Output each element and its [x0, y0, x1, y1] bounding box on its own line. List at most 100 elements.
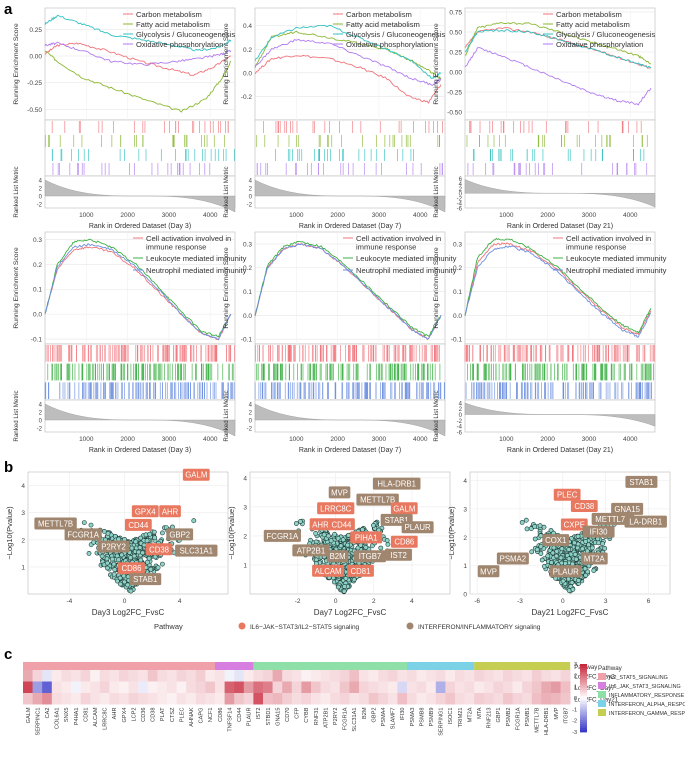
- heatmap-cell: [522, 670, 533, 682]
- data-point: [111, 571, 117, 577]
- heatmap-cell: [128, 670, 139, 682]
- gene-label: PLAUR: [405, 523, 431, 532]
- heatmap-cell: [272, 681, 283, 693]
- scale-tick-label: -3: [572, 730, 577, 736]
- data-point: [332, 531, 337, 537]
- gene-label-box: [175, 544, 218, 557]
- heatmap-cell: [551, 681, 561, 693]
- heatmap-cell: [263, 693, 273, 705]
- y-tick-label: 4: [243, 475, 247, 482]
- x-tick-label: 3000: [582, 212, 597, 219]
- x-tick-label: 3000: [162, 212, 177, 219]
- data-point: [105, 531, 111, 536]
- data-point: [359, 527, 365, 532]
- heatmap-cell: [176, 693, 187, 705]
- column-label: CYBB: [304, 707, 310, 723]
- gene-label: ALCAM: [315, 567, 342, 576]
- y-tick-label: 0.0: [243, 313, 252, 320]
- column-label: P4HA1: [74, 708, 80, 726]
- volcano-legend: Pathway IL6−JAK−STAT3/IL2−STAT5 signaling…: [154, 622, 541, 631]
- heatmap-cell: [493, 681, 504, 693]
- legend-label: immune response: [566, 243, 626, 252]
- y-tick-label: 0.2: [243, 47, 252, 54]
- heatmap-cell: [215, 670, 225, 682]
- scale-tick-label: 2: [574, 673, 577, 679]
- gene-label: PLEC: [557, 491, 578, 500]
- legend-swatch: [238, 622, 246, 630]
- heatmap-cell: [282, 693, 293, 705]
- data-point: [144, 538, 150, 544]
- data-point: [346, 532, 351, 538]
- legend-label: Fatty acid metabolism: [556, 20, 630, 29]
- x-tick-label: 2: [372, 598, 376, 605]
- heatmap-cell: [23, 693, 33, 705]
- legend-label: Cell activation involved in: [356, 234, 441, 243]
- gene-label-box: [166, 528, 194, 541]
- heatmap-cell: [167, 693, 177, 705]
- x-tick-label: 3000: [372, 436, 387, 443]
- heatmap-cell: [311, 681, 321, 693]
- data-point: [549, 560, 554, 565]
- x-axis-label: Rank in Ordered Dataset (Day 21): [507, 223, 613, 230]
- heatmap-cell: [253, 693, 264, 705]
- x-tick-label: 1000: [289, 436, 304, 443]
- data-point: [104, 556, 110, 562]
- es-line-3: [464, 29, 652, 69]
- volcano-panels: 1 2 3 4 -4 0 4 GALM GPX4 AHR METTL7B CD44 FCGR1A GBP2…: [5, 468, 671, 617]
- data-point: [523, 517, 529, 523]
- heatmap-cell: [512, 670, 523, 682]
- heatmap-cell: [205, 681, 216, 693]
- es-line-3: [44, 243, 232, 341]
- data-point: [519, 520, 525, 525]
- data-point: [86, 551, 92, 556]
- es-line-3: [464, 245, 652, 338]
- x-tick-label: 4000: [623, 212, 638, 219]
- metric-tick-label: 0: [39, 195, 43, 201]
- heatmap-cell: [493, 670, 504, 682]
- heatmap-cell: [224, 693, 235, 705]
- x-tick-label: 1000: [289, 212, 304, 219]
- gene-label: CD86: [121, 564, 141, 573]
- data-point: [148, 566, 154, 572]
- data-point: [147, 531, 153, 537]
- y-tick-label: -0.1: [241, 337, 253, 344]
- x-tick-label: 4000: [203, 212, 218, 219]
- heatmap-cell: [23, 681, 33, 693]
- heatmap-cell: [416, 670, 427, 682]
- heatmap-cell: [311, 693, 321, 705]
- legend-label: Leukocyte mediated immunity: [146, 254, 247, 263]
- column-label: ISOC1: [448, 708, 454, 725]
- y-tick-label: 0.2: [243, 265, 252, 272]
- x-axis-label: Rank in Ordered Dataset (Day 7): [299, 223, 401, 230]
- gene-label: SLC31A1: [180, 547, 213, 556]
- x-tick-label: 2000: [540, 212, 555, 219]
- ranked-metric-area: [44, 179, 236, 213]
- gene-label: P2RY2: [101, 543, 126, 552]
- data-point: [559, 546, 565, 552]
- heatmap-cell: [109, 693, 120, 705]
- column-label: ALCAM: [93, 707, 99, 727]
- gene-label: GBP2: [169, 530, 190, 539]
- metric-tick-label: 2: [39, 187, 43, 193]
- heatmap-cell: [71, 670, 81, 682]
- heatmap-cell: [253, 681, 264, 693]
- data-point: [335, 535, 341, 541]
- data-point: [341, 588, 347, 594]
- y-tick-label: 0.2: [453, 265, 462, 272]
- data-point: [532, 524, 537, 529]
- column-label: SLAMF7: [391, 708, 397, 730]
- metric-tick-label: 4: [459, 401, 463, 407]
- metric-tick-label: -2: [37, 203, 43, 209]
- x-tick-label: 2000: [120, 436, 135, 443]
- legend-label: Neutrophil mediated immunity: [356, 266, 457, 275]
- gene-label: GALM: [393, 504, 415, 513]
- data-point: [105, 565, 110, 571]
- y-tick-label: -0.1: [31, 337, 43, 344]
- y-tick-label: 0.2: [33, 262, 42, 269]
- column-label: TNFSF14: [227, 708, 233, 732]
- data-point: [138, 535, 143, 541]
- data-point: [151, 529, 157, 535]
- y-tick-label: -0.1: [451, 337, 463, 344]
- gene-label: STAB1: [629, 478, 653, 487]
- data-point: [138, 557, 144, 563]
